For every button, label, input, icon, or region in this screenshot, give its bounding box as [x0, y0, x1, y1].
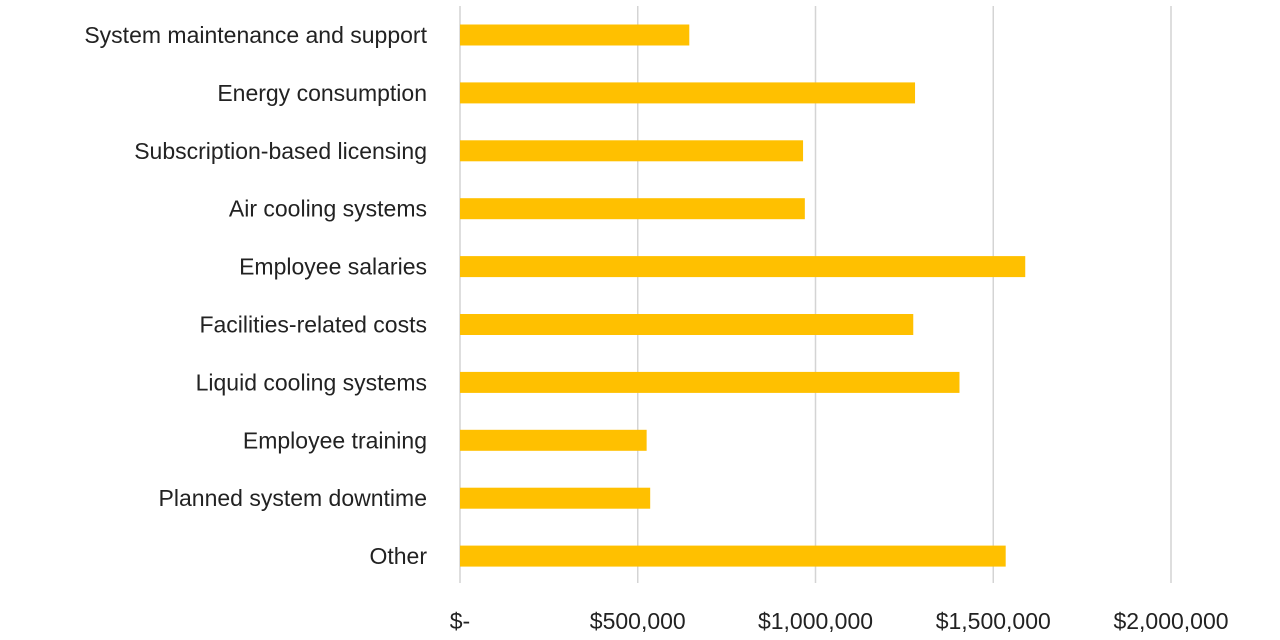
category-labels: System maintenance and support Energy con…: [84, 22, 427, 569]
category-label: System maintenance and support: [84, 22, 427, 48]
x-tick-label: $1,500,000: [936, 608, 1051, 634]
x-tick-label: $2,000,000: [1113, 608, 1228, 634]
bar: [460, 24, 690, 46]
category-label: Liquid cooling systems: [196, 369, 427, 395]
x-axis-tick-labels: $- $500,000 $1,000,000 $1,500,000 $2,000,000: [450, 608, 1229, 634]
x-tick-label: $1,000,000: [758, 608, 873, 634]
category-label: Energy consumption: [217, 80, 427, 106]
bars: [460, 24, 1026, 567]
category-label: Facilities-related costs: [199, 312, 427, 338]
category-label: Employee training: [243, 427, 427, 453]
bar: [460, 487, 651, 509]
category-label: Air cooling systems: [229, 196, 427, 222]
bar: [460, 256, 1026, 278]
category-label: Subscription-based licensing: [134, 138, 427, 164]
bar: [460, 371, 960, 393]
category-label: Planned system downtime: [159, 485, 427, 511]
bar: [460, 429, 647, 451]
bar: [460, 545, 1006, 567]
bar: [460, 82, 916, 104]
bar: [460, 198, 805, 220]
category-label: Other: [369, 543, 427, 569]
x-tick-label: $-: [450, 608, 470, 634]
x-tick-label: $500,000: [590, 608, 686, 634]
bar: [460, 314, 914, 335]
category-label: Employee salaries: [239, 254, 427, 280]
bar: [460, 140, 804, 162]
